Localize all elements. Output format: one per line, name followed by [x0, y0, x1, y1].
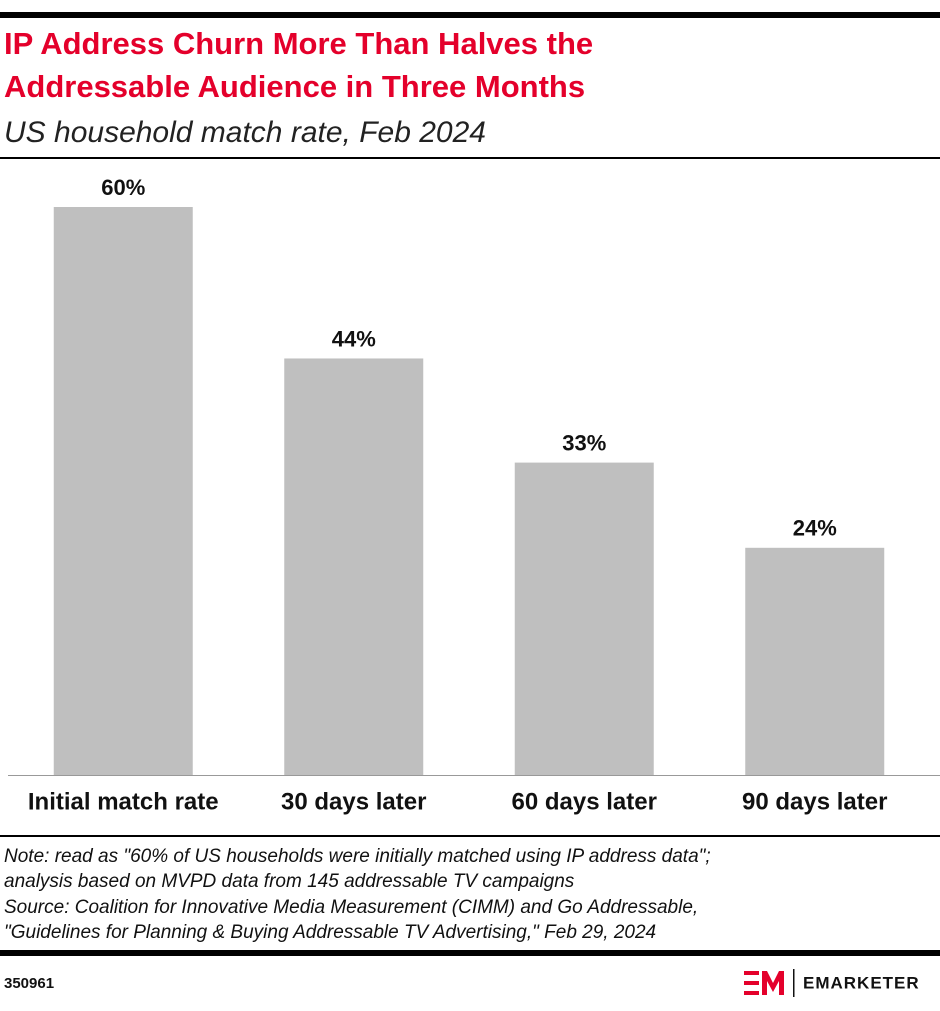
bar [745, 547, 885, 775]
baseline [8, 775, 940, 776]
bar [53, 207, 193, 775]
rule [0, 157, 940, 159]
source: Source: Coalition for Innovative Media M… [4, 897, 698, 918]
source: "Guidelines for Planning & Buying Addres… [4, 922, 656, 943]
note: analysis based on MVPD data from 145 add… [4, 871, 575, 892]
brand: EMARKETER [803, 973, 920, 992]
x-tick-label: Initial match rate [28, 788, 219, 815]
note: Note: read as "60% of US households were… [4, 846, 711, 867]
x-tick-label: 30 days later [281, 788, 426, 815]
value-label: 60% [101, 175, 145, 200]
chart-id: 350961 [4, 975, 54, 992]
chart-title: Addressable Audience in Three Months [4, 69, 585, 104]
x-tick-label: 60 days later [512, 788, 657, 815]
bottom-rule [0, 950, 940, 956]
top-rule [0, 12, 940, 18]
logo [744, 969, 795, 997]
bar [284, 358, 424, 775]
value-label: 33% [562, 430, 606, 455]
chart-title: IP Address Churn More Than Halves the [4, 26, 593, 61]
x-tick-label: 90 days later [742, 788, 887, 815]
value-label: 24% [793, 516, 837, 541]
chart-subtitle: US household match rate, Feb 2024 [4, 116, 486, 149]
rule [0, 835, 940, 837]
bar [514, 462, 654, 775]
value-label: 44% [332, 326, 376, 351]
